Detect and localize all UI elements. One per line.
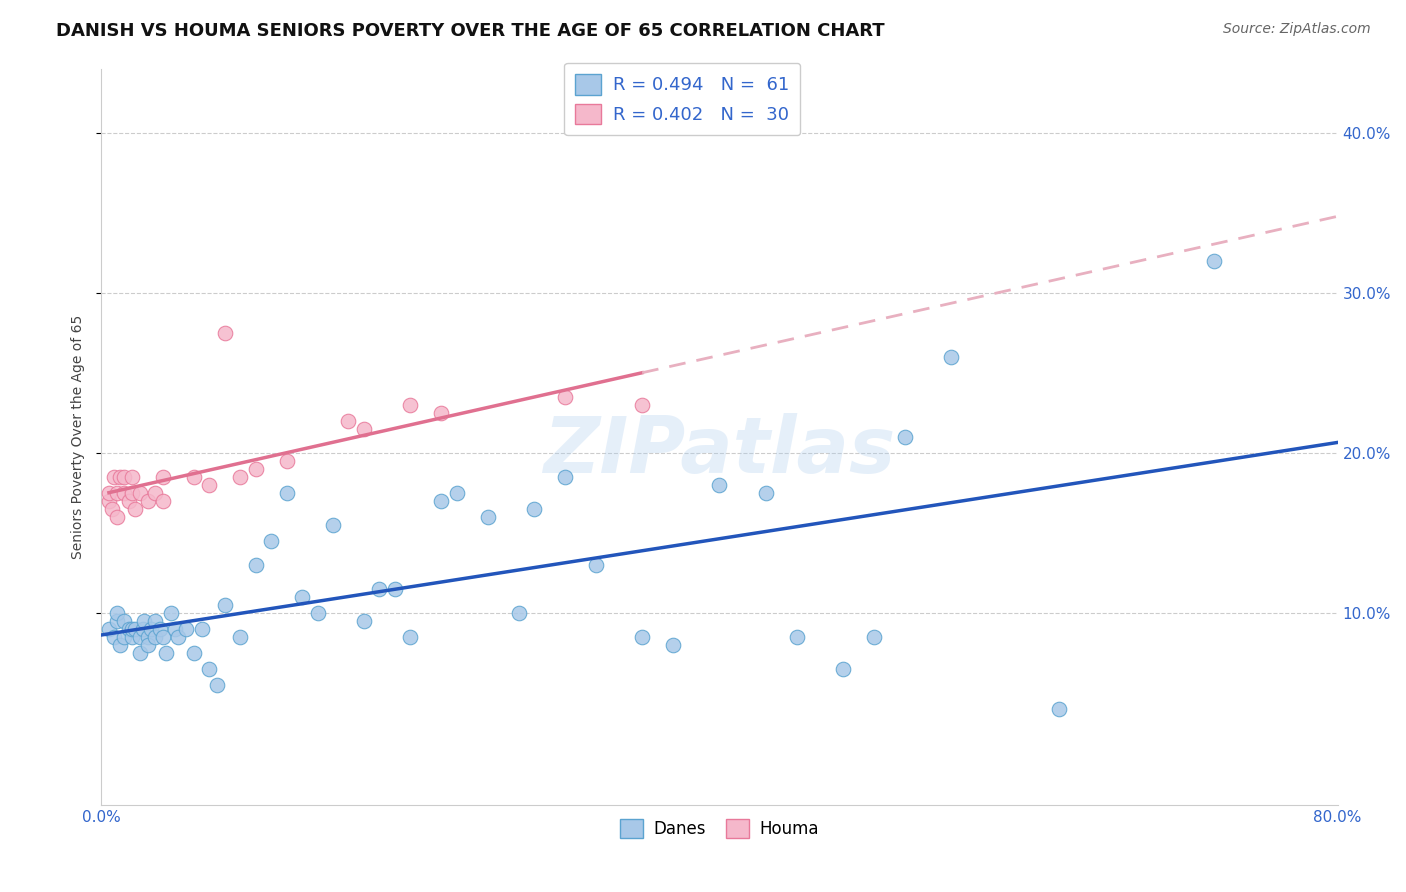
Point [1049, 702, 1071, 716]
Point [128, 646, 150, 660]
Point [121, 630, 143, 644]
Point [322, 517, 344, 532]
Point [430, 406, 453, 420]
Point [832, 662, 855, 676]
Point [276, 454, 298, 468]
Text: ZIPatlas: ZIPatlas [543, 414, 896, 490]
Point [97, 493, 120, 508]
Point [229, 630, 252, 644]
Text: Source: ZipAtlas.com: Source: ZipAtlas.com [1223, 22, 1371, 37]
Text: DANISH VS HOUMA SENIORS POVERTY OVER THE AGE OF 65 CORRELATION CHART: DANISH VS HOUMA SENIORS POVERTY OVER THE… [56, 22, 884, 40]
Point [307, 606, 329, 620]
Point [143, 485, 166, 500]
Point [128, 485, 150, 500]
Point [229, 470, 252, 484]
Point [183, 646, 205, 660]
Point [128, 630, 150, 644]
Point [585, 558, 607, 572]
Y-axis label: Seniors Poverty Over the Age of 65: Seniors Poverty Over the Age of 65 [72, 315, 86, 559]
Point [384, 582, 406, 596]
Point [205, 678, 228, 692]
Point [260, 533, 283, 548]
Point [165, 622, 187, 636]
Point [245, 558, 267, 572]
Point [337, 414, 360, 428]
Point [103, 470, 125, 484]
Point [399, 398, 422, 412]
Point [523, 501, 546, 516]
Point [353, 422, 375, 436]
Point [105, 485, 128, 500]
Point [124, 622, 146, 636]
Point [143, 630, 166, 644]
Point [709, 477, 731, 491]
Point [167, 630, 190, 644]
Point [112, 485, 135, 500]
Point [124, 501, 146, 516]
Point [105, 606, 128, 620]
Point [245, 462, 267, 476]
Point [112, 630, 135, 644]
Point [105, 509, 128, 524]
Point [430, 493, 453, 508]
Point [132, 622, 155, 636]
Point [108, 638, 131, 652]
Point [152, 630, 174, 644]
Point [143, 614, 166, 628]
Point [631, 630, 654, 644]
Legend: Danes, Houma: Danes, Houma [613, 812, 825, 845]
Point [112, 470, 135, 484]
Point [214, 598, 236, 612]
Point [174, 622, 197, 636]
Point [108, 470, 131, 484]
Point [105, 614, 128, 628]
Point [941, 350, 963, 364]
Point [97, 622, 120, 636]
Point [155, 646, 177, 660]
Point [118, 493, 141, 508]
Point [159, 606, 181, 620]
Point [139, 622, 162, 636]
Point [662, 638, 685, 652]
Point [121, 485, 143, 500]
Point [276, 485, 298, 500]
Point [368, 582, 391, 596]
Point [103, 630, 125, 644]
Point [755, 485, 778, 500]
Point [291, 590, 314, 604]
Point [353, 614, 375, 628]
Point [894, 430, 917, 444]
Point [97, 485, 120, 500]
Point [101, 501, 124, 516]
Point [112, 614, 135, 628]
Point [554, 470, 576, 484]
Point [136, 630, 159, 644]
Point [121, 470, 143, 484]
Point [1202, 253, 1225, 268]
Point [554, 390, 576, 404]
Point [508, 606, 530, 620]
Point [786, 630, 808, 644]
Point [152, 493, 174, 508]
Point [136, 493, 159, 508]
Point [190, 622, 212, 636]
Point [118, 622, 141, 636]
Point [134, 614, 156, 628]
Point [183, 470, 205, 484]
Point [198, 477, 221, 491]
Point [214, 326, 236, 340]
Point [399, 630, 422, 644]
Point [446, 485, 468, 500]
Point [863, 630, 886, 644]
Point [136, 638, 159, 652]
Point [477, 509, 499, 524]
Point [121, 622, 143, 636]
Point [149, 622, 172, 636]
Point [631, 398, 654, 412]
Point [152, 470, 174, 484]
Point [198, 662, 221, 676]
